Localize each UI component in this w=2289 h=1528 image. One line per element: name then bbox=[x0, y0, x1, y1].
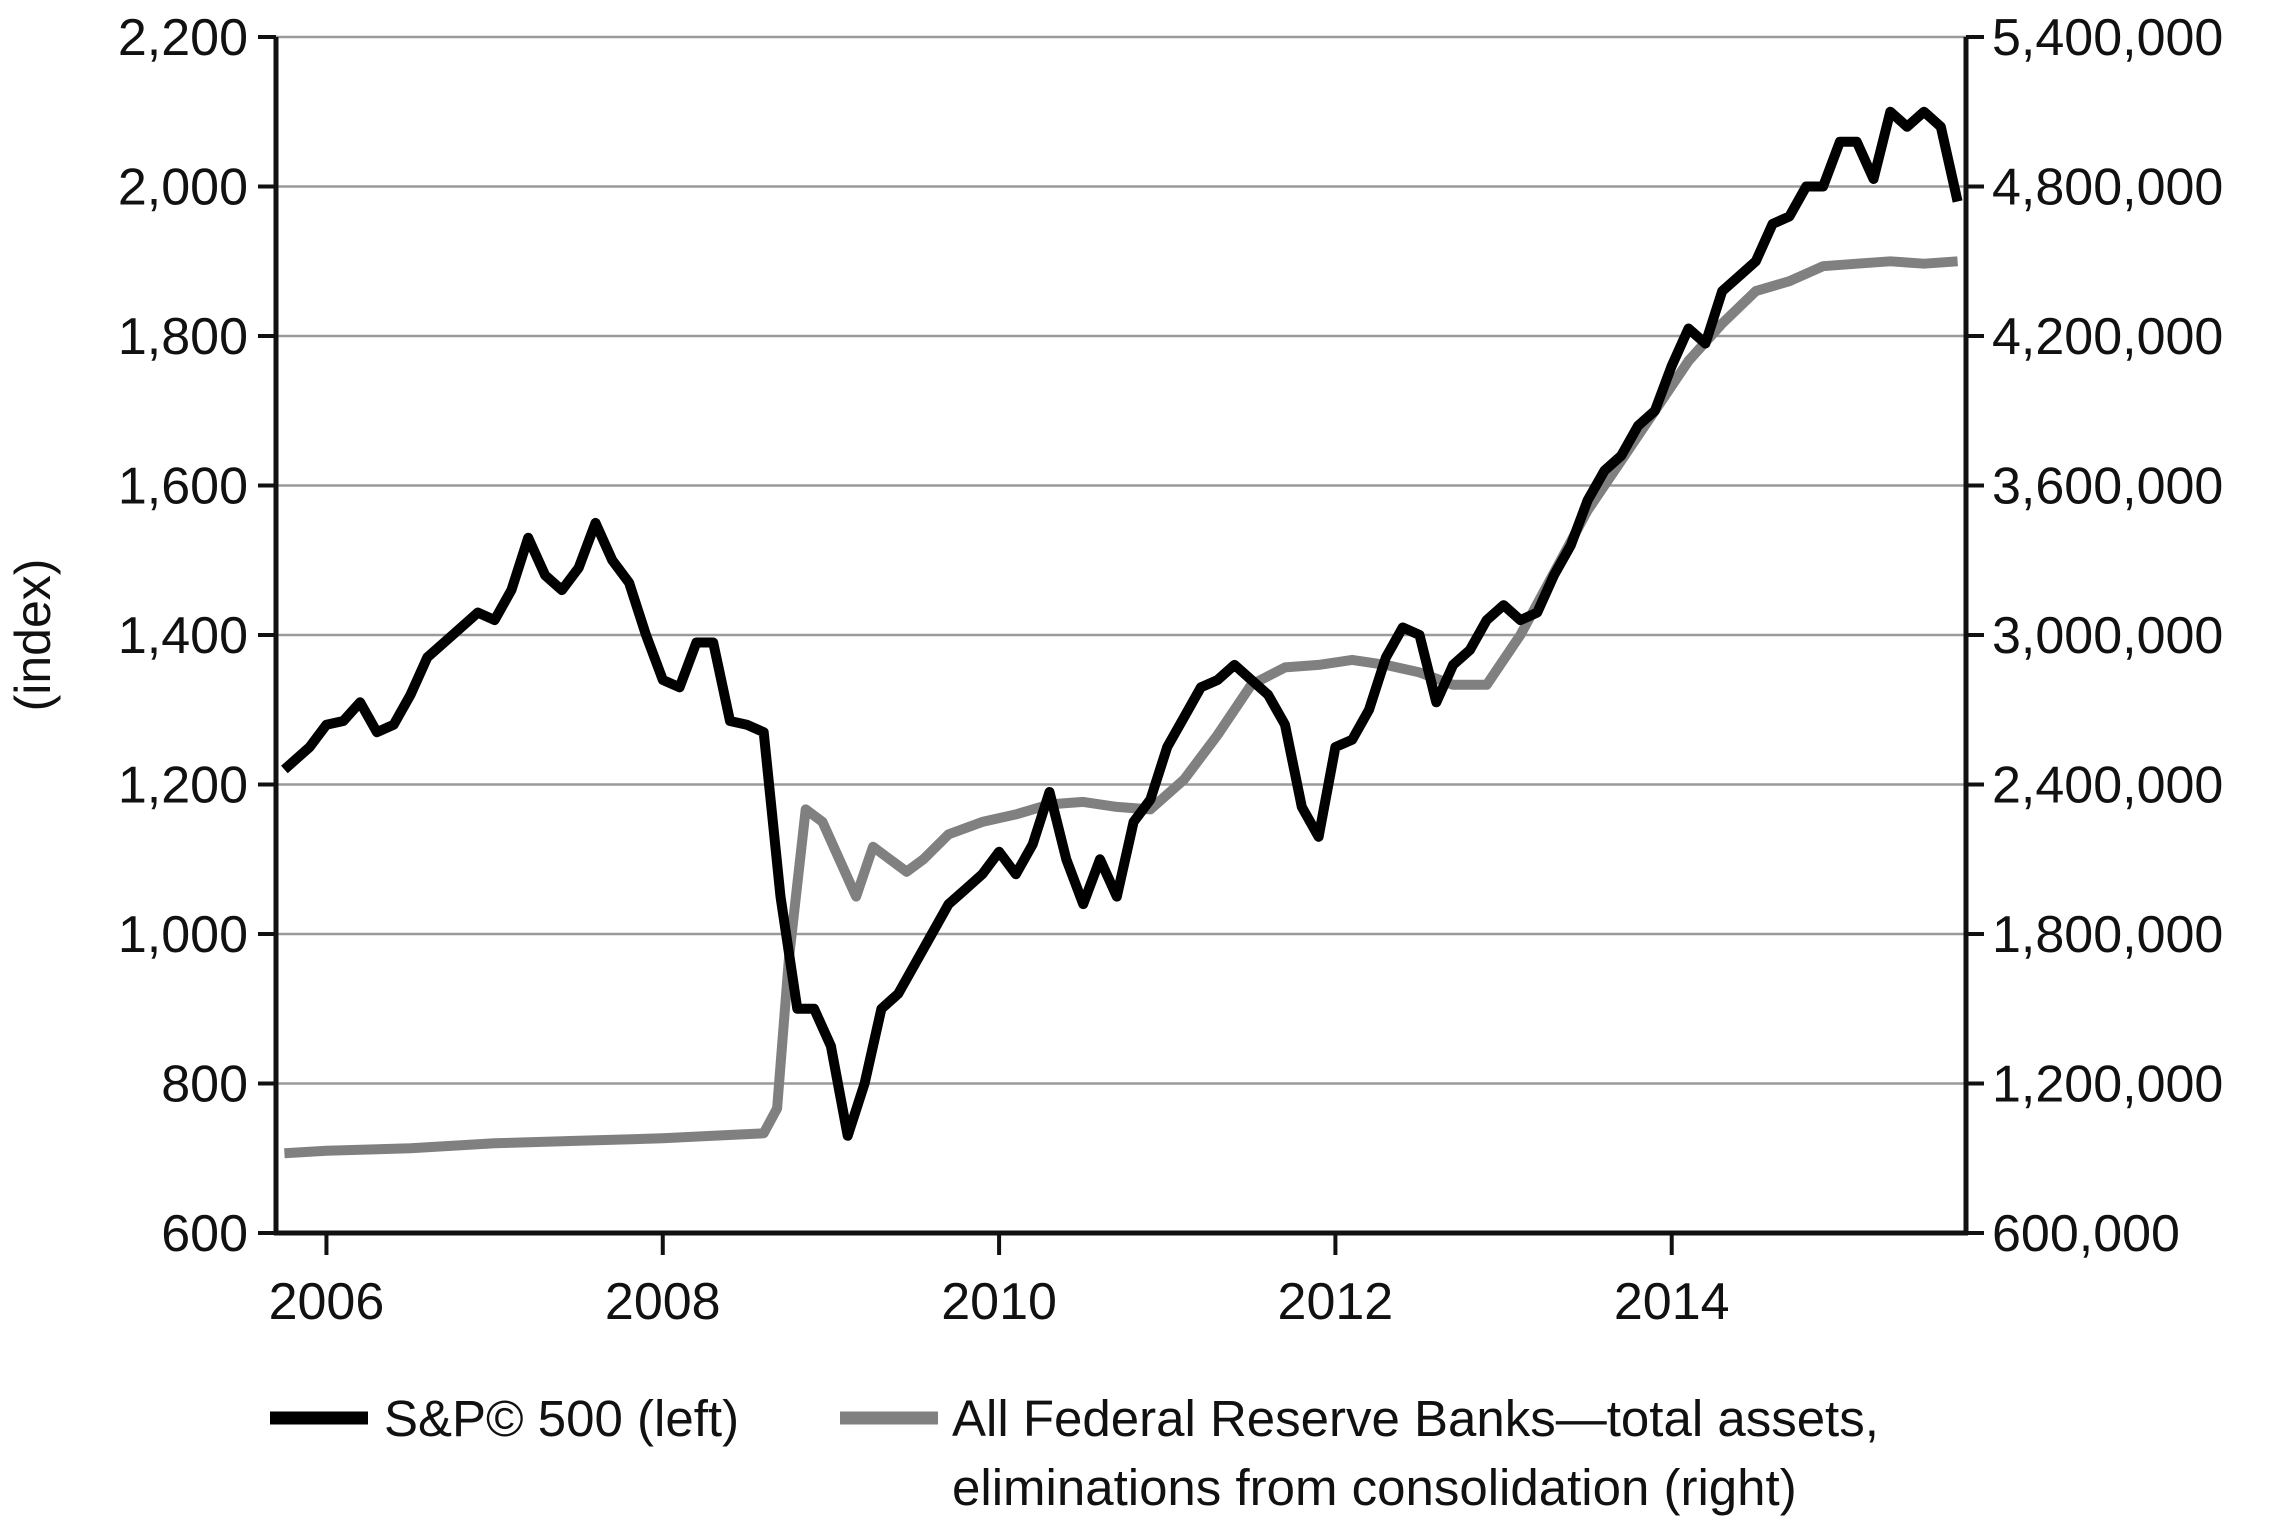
legend-label-sp500: S&P© 500 (left) bbox=[384, 1390, 739, 1447]
sp500-series bbox=[281, 106, 1963, 1141]
gridlines bbox=[276, 35, 1966, 1235]
legend-label-fed-assets-line1: All Federal Reserve Banks—total assets, bbox=[952, 1390, 1879, 1447]
y-axis-title-left: (index) bbox=[5, 559, 61, 712]
right-y-tick-label: 3,000,000 bbox=[1992, 607, 2223, 665]
right-y-tick-label: 5,400,000 bbox=[1992, 9, 2223, 67]
right-y-tick-label: 1,200,000 bbox=[1992, 1056, 2223, 1114]
x-ticks: 2006 2008 2010 2012 2014 bbox=[269, 1233, 1730, 1331]
x-tick-label: 2006 bbox=[269, 1273, 385, 1331]
x-tick-label: 2014 bbox=[1614, 1273, 1730, 1331]
right-y-tick-label: 1,800,000 bbox=[1992, 906, 2223, 964]
right-y-tick-label: 2,400,000 bbox=[1992, 757, 2223, 815]
fed-assets-series bbox=[284, 256, 1958, 1159]
sp500-line bbox=[281, 106, 1963, 1141]
x-tick-label: 2012 bbox=[1278, 1273, 1394, 1331]
fed-assets-line bbox=[284, 256, 1958, 1159]
legend-label-fed-assets: All Federal Reserve Banks—total assets, … bbox=[952, 1390, 1893, 1516]
left-y-tick-label: 1,000 bbox=[118, 906, 248, 964]
left-y-tick-label: 1,200 bbox=[118, 757, 248, 815]
left-y-ticks: 600 800 1,000 1,200 1,400 1,600 1,800 2,000 2,20… bbox=[118, 9, 276, 1263]
right-y-tick-label: 600,000 bbox=[1992, 1205, 2180, 1263]
x-tick-label: 2010 bbox=[941, 1273, 1057, 1331]
right-y-tick-label: 4,200,000 bbox=[1992, 308, 2223, 366]
right-y-ticks: 600,000 1,200,000 1,800,000 2,400,000 3,000,… bbox=[1966, 9, 2223, 1263]
left-y-tick-label: 1,400 bbox=[118, 607, 248, 665]
left-y-tick-label: 1,800 bbox=[118, 308, 248, 366]
left-y-tick-label: 800 bbox=[161, 1056, 248, 1114]
right-y-tick-label: 4,800,000 bbox=[1992, 159, 2223, 217]
left-y-tick-label: 1,600 bbox=[118, 458, 248, 516]
legend: S&P© 500 (left) All Federal Reserve Bank… bbox=[270, 1390, 1893, 1516]
legend-label-fed-assets-line2: eliminations from consolidation (right) bbox=[952, 1459, 1797, 1516]
right-y-tick-label: 3,600,000 bbox=[1992, 458, 2223, 516]
left-y-tick-label: 2,000 bbox=[118, 159, 248, 217]
left-y-tick-label: 2,200 bbox=[118, 9, 248, 67]
left-y-tick-label: 600 bbox=[161, 1205, 248, 1263]
x-tick-label: 2008 bbox=[605, 1273, 721, 1331]
